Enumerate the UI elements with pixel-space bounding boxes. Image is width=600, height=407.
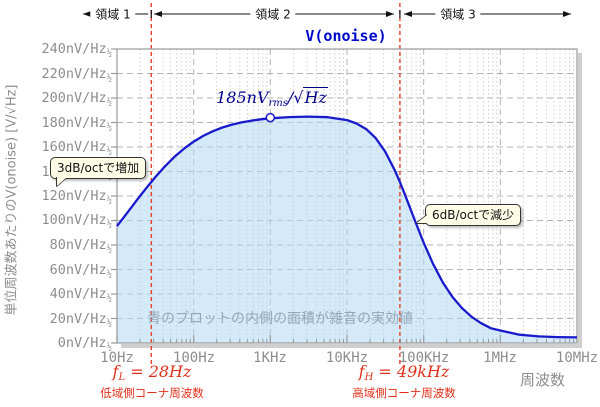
- y-tick-label: 0nV/Hz½: [57, 335, 112, 353]
- trace-title: V(onoise): [305, 27, 387, 45]
- low-corner-caption: 低域側コーナ周波数: [100, 386, 204, 400]
- x-axis-label: 周波数: [520, 371, 566, 389]
- low-corner-symbol: f: [112, 362, 119, 381]
- x-tick-label: 100Hz: [172, 350, 216, 366]
- x-tick-label: 10MHz: [555, 350, 599, 366]
- rise-slope-callout: 3dB/octで増加: [50, 157, 147, 186]
- frame-shadow: [578, 53, 582, 348]
- y-tick-label: 240nV/Hz½: [41, 41, 112, 59]
- fall-slope-text: 6dB/octで減少: [432, 208, 515, 222]
- y-tick-label: 180nV/Hz½: [41, 115, 112, 133]
- y-tick-label: 60nV/Hz½: [49, 262, 112, 280]
- low-corner-formula: fL = 28Hz: [100, 363, 204, 386]
- region-1-label: 領域 1: [90, 5, 136, 23]
- fall-slope-callout: 6dB/octで減少: [417, 204, 522, 226]
- x-tick-label: 10Hz: [100, 350, 134, 366]
- peak-marker: [265, 112, 276, 123]
- y-tick-label: 100nV/Hz½: [41, 212, 112, 230]
- y-tick-label: 120nV/Hz½: [41, 188, 112, 206]
- x-tick-label: 100KHz: [398, 350, 450, 366]
- high-corner-value: = 49kHz: [378, 362, 450, 381]
- region-2-label: 領域 2: [250, 5, 296, 23]
- y-tick-label: 160nV/Hz½: [41, 139, 112, 157]
- sqrt-symbol: √: [293, 88, 304, 107]
- rise-slope-text: 3dB/octで増加: [57, 161, 140, 175]
- peak-value-text: 185nV: [216, 88, 269, 107]
- y-tick-label: 220nV/Hz½: [41, 66, 112, 84]
- y-tick-label: 40nV/Hz½: [49, 286, 112, 304]
- peak-value-subscript: rms: [268, 98, 288, 109]
- high-corner-symbol: f: [358, 362, 365, 381]
- y-tick-label: 20nV/Hz½: [49, 311, 112, 329]
- peak-value-slash: /: [287, 88, 294, 107]
- high-corner-subscript: H: [364, 372, 374, 383]
- noise-curve: [116, 115, 578, 339]
- low-corner-subscript: L: [118, 372, 126, 383]
- high-corner-note: fH = 49kHz 高域側コーナ周波数: [352, 363, 456, 400]
- frame-shadow: [121, 344, 582, 348]
- high-corner-formula: fH = 49kHz: [352, 363, 456, 386]
- callout-tail: [57, 177, 67, 186]
- area-note: 青のプロットの内側の面積が雑音の実効値: [147, 311, 413, 327]
- peak-value-annotation: 185nVrms/√Hz: [216, 87, 328, 109]
- x-tick-label: 1KHz: [253, 350, 287, 366]
- region-3-label: 領域 3: [435, 5, 481, 23]
- low-corner-note: fL = 28Hz 低域側コーナ周波数: [100, 363, 204, 400]
- peak-value-radicand: Hz: [303, 87, 328, 107]
- noise-area-fill: [117, 116, 577, 343]
- low-corner-value: = 28Hz: [130, 362, 192, 381]
- y-axis-label: 単位周波数あたりのV(onoise) [V/√Hz]: [4, 84, 20, 316]
- callout-tail: [417, 215, 427, 223]
- y-tick-label: 80nV/Hz½: [49, 237, 112, 255]
- x-tick-label: 1MHz: [483, 350, 517, 366]
- y-tick-label: 200nV/Hz½: [41, 90, 112, 108]
- high-corner-caption: 高域側コーナ周波数: [352, 386, 456, 400]
- x-tick-label: 10KHz: [325, 350, 369, 366]
